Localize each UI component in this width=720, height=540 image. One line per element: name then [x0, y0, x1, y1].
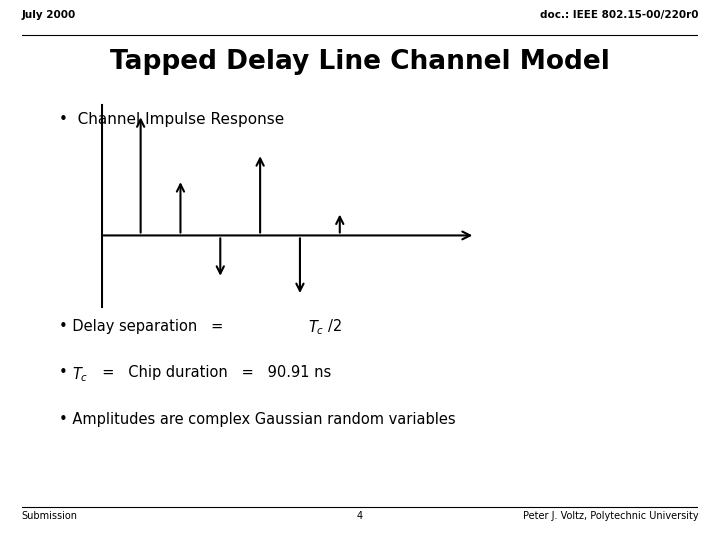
Text: Tapped Delay Line Channel Model: Tapped Delay Line Channel Model [110, 50, 610, 76]
Text: 4: 4 [357, 511, 363, 522]
Text: • Delay separation   =: • Delay separation = [59, 319, 237, 334]
Text: =   Chip duration   =   90.91 ns: = Chip duration = 90.91 ns [93, 365, 331, 380]
Text: doc.: IEEE 802.15-00/220r0: doc.: IEEE 802.15-00/220r0 [540, 10, 698, 19]
Text: •: • [59, 365, 72, 380]
Text: • Amplitudes are complex Gaussian random variables: • Amplitudes are complex Gaussian random… [59, 411, 456, 427]
Text: Submission: Submission [22, 511, 78, 522]
Text: $T_c$: $T_c$ [72, 365, 89, 384]
Text: /2: /2 [328, 319, 342, 334]
Text: July 2000: July 2000 [22, 10, 76, 19]
Text: •  Channel Impulse Response: • Channel Impulse Response [59, 112, 284, 127]
Text: Peter J. Voltz, Polytechnic University: Peter J. Voltz, Polytechnic University [523, 511, 698, 522]
Text: $T_c$: $T_c$ [308, 319, 324, 338]
